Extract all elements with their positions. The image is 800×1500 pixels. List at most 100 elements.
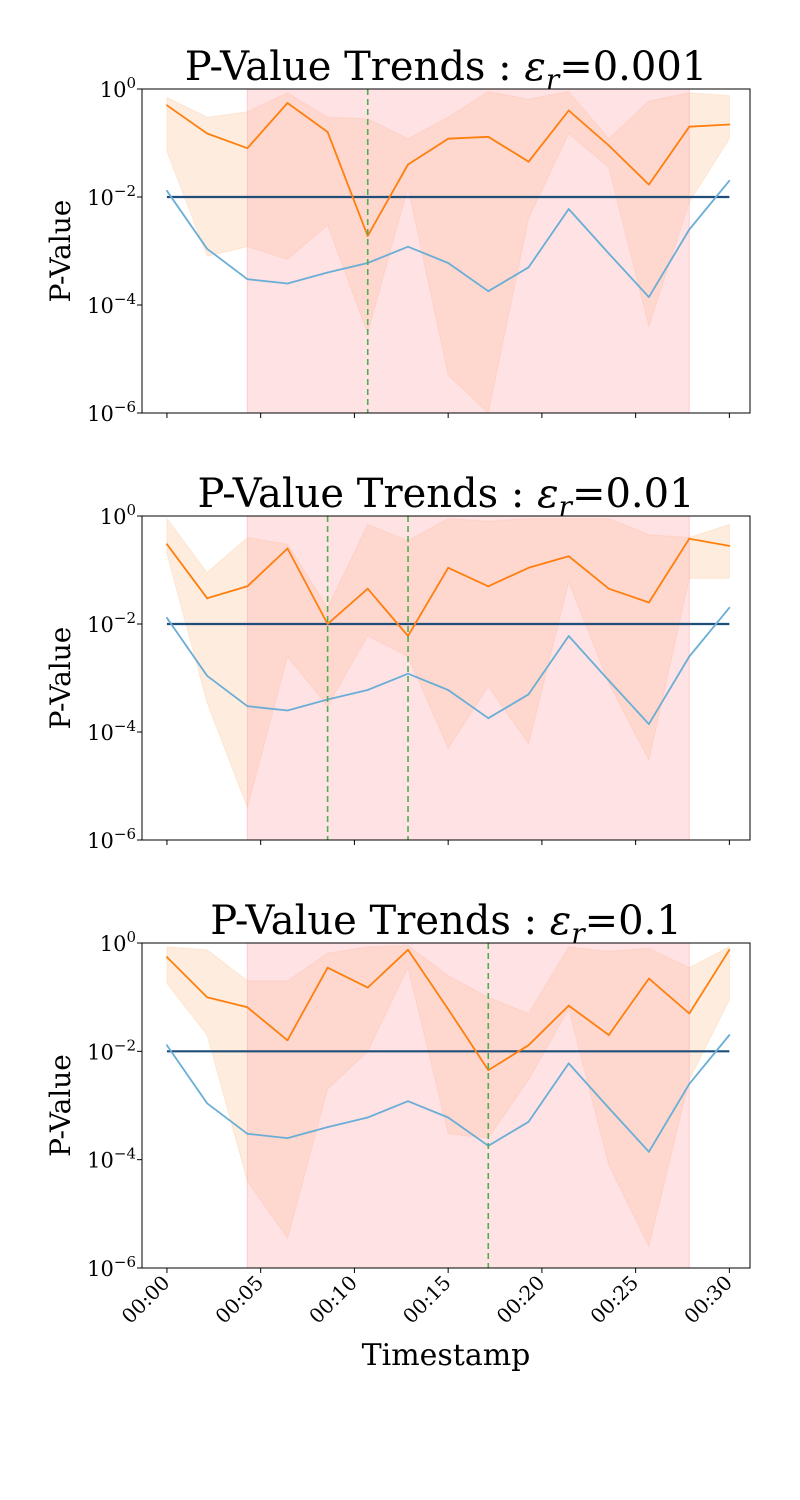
y-tick-exponent: −6: [114, 1253, 136, 1271]
orange-point: [487, 135, 490, 138]
orange-point: [527, 160, 530, 163]
orange-point: [648, 601, 650, 604]
orange-point: [407, 163, 409, 166]
y-tick-label: 10−6: [87, 825, 136, 853]
blue-point: [447, 262, 450, 264]
plot-area: [166, 516, 731, 840]
orange-point: [286, 102, 289, 104]
orange-point: [648, 183, 650, 186]
title-epsilon: ε: [537, 471, 558, 517]
orange-point: [728, 123, 731, 126]
blue-point: [567, 208, 570, 210]
orange-point: [527, 1044, 530, 1047]
orange-point: [447, 137, 450, 140]
blue-point: [246, 1132, 249, 1135]
orange-point: [567, 555, 570, 558]
y-tick-label: 10−2: [87, 182, 136, 210]
orange-point: [487, 1069, 490, 1072]
orange-point: [447, 566, 450, 569]
blue-point: [688, 228, 691, 231]
x-tick-label: 00:15: [398, 1271, 456, 1329]
orange-point: [688, 125, 691, 128]
y-tick-exponent: −4: [114, 717, 136, 735]
blue-point: [407, 672, 409, 675]
x-tick-label: 00:00: [117, 1271, 175, 1329]
blue-point: [728, 606, 731, 609]
blue-point: [447, 1116, 450, 1119]
orange-point: [246, 585, 249, 588]
y-tick-exponent: 0: [126, 74, 136, 92]
y-tick-label: 10−4: [87, 290, 136, 318]
orange-point: [366, 235, 369, 237]
y-tick-base: 10: [100, 932, 127, 956]
y-tick-base: 10: [87, 1040, 114, 1064]
orange-point: [728, 544, 731, 547]
y-axis-label: P-Value: [44, 627, 77, 730]
blue-point: [246, 705, 249, 708]
blue-point: [166, 1044, 168, 1047]
plot-area: [166, 89, 731, 413]
orange-point: [206, 996, 208, 999]
blue-point: [648, 296, 650, 299]
orange-point: [607, 144, 610, 147]
blue-point: [366, 689, 369, 691]
y-tick-base: 10: [87, 829, 114, 853]
y-tick-exponent: −2: [114, 609, 136, 627]
y-tick-label: 100: [100, 74, 136, 102]
orange-point: [366, 986, 369, 989]
orange-point: [326, 131, 329, 133]
y-tick-label: 10−4: [87, 1145, 136, 1173]
blue-point: [648, 723, 650, 726]
title-value: =0.01: [572, 471, 695, 517]
y-tick-label: 10−4: [87, 717, 136, 745]
title-prefix: P-Value Trends :: [210, 898, 550, 944]
y-tick-label: 10−2: [87, 1036, 136, 1064]
orange-point: [366, 587, 369, 590]
y-tick-base: 10: [87, 721, 114, 745]
plot-area: [166, 943, 731, 1268]
blue-point: [407, 245, 409, 248]
title-epsilon: ε: [524, 44, 545, 90]
y-tick-label: 10−2: [87, 609, 136, 637]
orange-point: [206, 597, 208, 600]
y-tick-label: 10−6: [87, 1253, 136, 1281]
blue-point: [487, 290, 490, 293]
orange-point: [326, 623, 329, 625]
y-axis-label: P-Value: [44, 200, 77, 303]
orange-point: [607, 1034, 610, 1036]
chart-title: P-Value Trends : εr=0.001: [185, 44, 708, 96]
blue-point: [607, 679, 610, 682]
y-tick-exponent: 0: [126, 501, 136, 519]
title-subscript: r: [546, 63, 561, 96]
blue-point: [648, 1150, 650, 1153]
title-subscript: r: [559, 490, 574, 523]
y-tick-label: 100: [100, 928, 136, 956]
blue-point: [206, 674, 208, 677]
orange-point: [246, 1006, 249, 1009]
orange-point: [607, 587, 610, 590]
axes-frame: [141, 942, 751, 1269]
y-tick-exponent: −4: [114, 1145, 136, 1163]
orange-point: [286, 547, 289, 550]
title-prefix: P-Value Trends :: [185, 44, 525, 90]
blue-point: [728, 1034, 731, 1036]
x-tick-label: 00:30: [679, 1271, 737, 1329]
orange-point: [567, 1004, 570, 1007]
blue-point: [407, 1100, 409, 1103]
y-tick-base: 10: [100, 505, 127, 529]
axes-frame: [141, 88, 751, 414]
y-tick-base: 10: [87, 613, 114, 637]
blue-point: [447, 689, 450, 691]
confidence-band: [166, 90, 730, 413]
blue-point: [688, 1083, 691, 1085]
axes-frame: [141, 515, 751, 841]
orange-point: [728, 948, 731, 951]
y-tick-base: 10: [87, 402, 114, 426]
y-tick-base: 10: [87, 1257, 114, 1281]
orange-point: [688, 1012, 691, 1015]
title-epsilon: ε: [550, 898, 571, 944]
title-value: =0.1: [585, 898, 682, 944]
orange-point: [286, 1039, 289, 1042]
blue-point: [246, 278, 249, 281]
blue-point: [286, 1137, 289, 1140]
